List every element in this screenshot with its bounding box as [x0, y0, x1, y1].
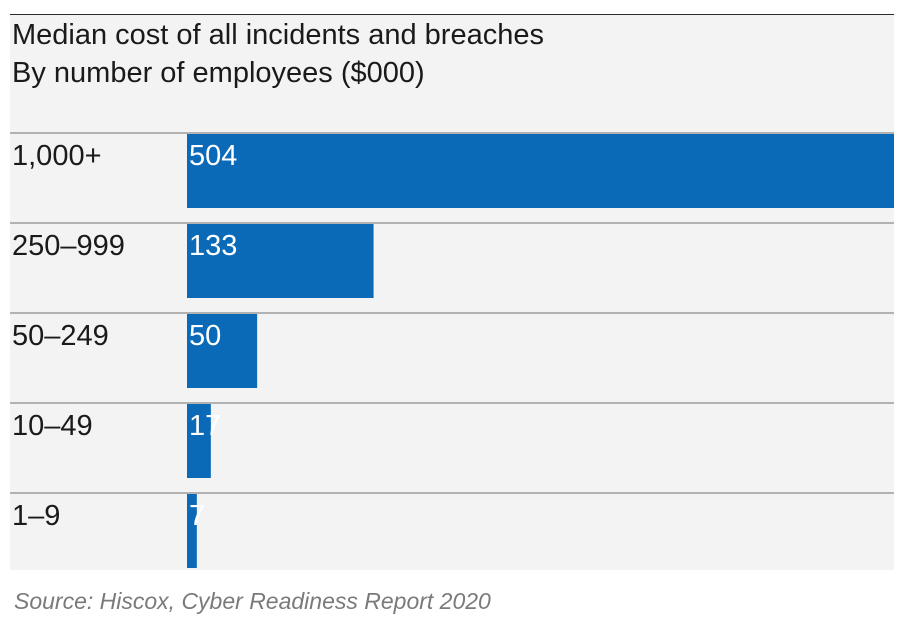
bar-chart: 1,000+ 504 250–999 133 50–249 50 10–49 17 1–9 7 — [10, 132, 894, 568]
bar — [187, 134, 894, 208]
bar-value-label: 7 — [189, 500, 205, 532]
bar-value-label: 50 — [189, 320, 221, 352]
chart-title: Median cost of all incidents and breache… — [12, 19, 544, 51]
bar — [187, 314, 258, 388]
category-label: 10–49 — [12, 410, 93, 442]
bar — [187, 494, 197, 568]
bar — [187, 404, 211, 478]
source-note: Source: Hiscox, Cyber Readiness Report 2… — [14, 588, 491, 614]
bar-value-label: 133 — [189, 230, 237, 262]
bar — [187, 224, 374, 298]
chart-panel: Median cost of all incidents and breache… — [10, 14, 894, 570]
category-label: 50–249 — [12, 320, 109, 352]
bar-value-label: 17 — [189, 410, 221, 442]
category-label: 250–999 — [12, 230, 125, 262]
bar-value-label: 504 — [189, 140, 237, 172]
chart-subtitle: By number of employees ($000) — [12, 57, 425, 89]
category-label: 1,000+ — [12, 140, 102, 172]
category-label: 1–9 — [12, 500, 60, 532]
